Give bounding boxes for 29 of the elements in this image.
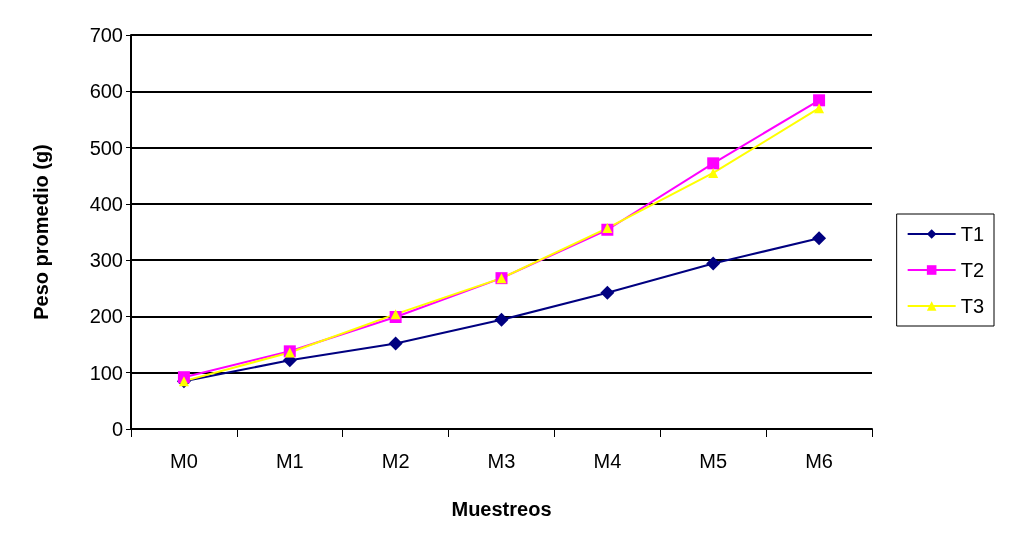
- x-tick-label: M6: [805, 450, 833, 472]
- y-tick-label: 200: [89, 305, 123, 328]
- x-tick-label: M2: [381, 450, 410, 472]
- x-tick-label: M3: [487, 450, 516, 472]
- y-tick-label: 100: [89, 361, 123, 384]
- x-axis-title: Muestreos: [451, 498, 552, 520]
- point: [708, 167, 719, 178]
- x-tick-label: M1: [275, 450, 304, 472]
- y-tick-label: 600: [89, 80, 123, 103]
- y-tick-label: 500: [89, 136, 123, 159]
- point: [600, 285, 615, 300]
- x-tick-label: M4: [593, 450, 622, 472]
- y-tick-label: 700: [89, 24, 123, 46]
- legend-label: T3: [960, 295, 984, 317]
- legend-label: T1: [960, 223, 984, 245]
- point: [813, 94, 826, 107]
- y-axis-title: Peso promedio (g): [30, 144, 52, 320]
- point: [494, 312, 509, 327]
- point: [706, 256, 721, 271]
- legend-label: T2: [960, 259, 984, 281]
- y-tick-label: 300: [89, 249, 123, 272]
- y-tick-label: 0: [111, 418, 123, 440]
- point: [388, 336, 403, 351]
- point: [707, 157, 720, 170]
- point: [814, 103, 825, 114]
- y-tick-label: 400: [89, 192, 123, 215]
- point: [812, 231, 827, 246]
- x-tick-label: M5: [699, 450, 728, 472]
- x-tick-label: M0: [170, 450, 198, 472]
